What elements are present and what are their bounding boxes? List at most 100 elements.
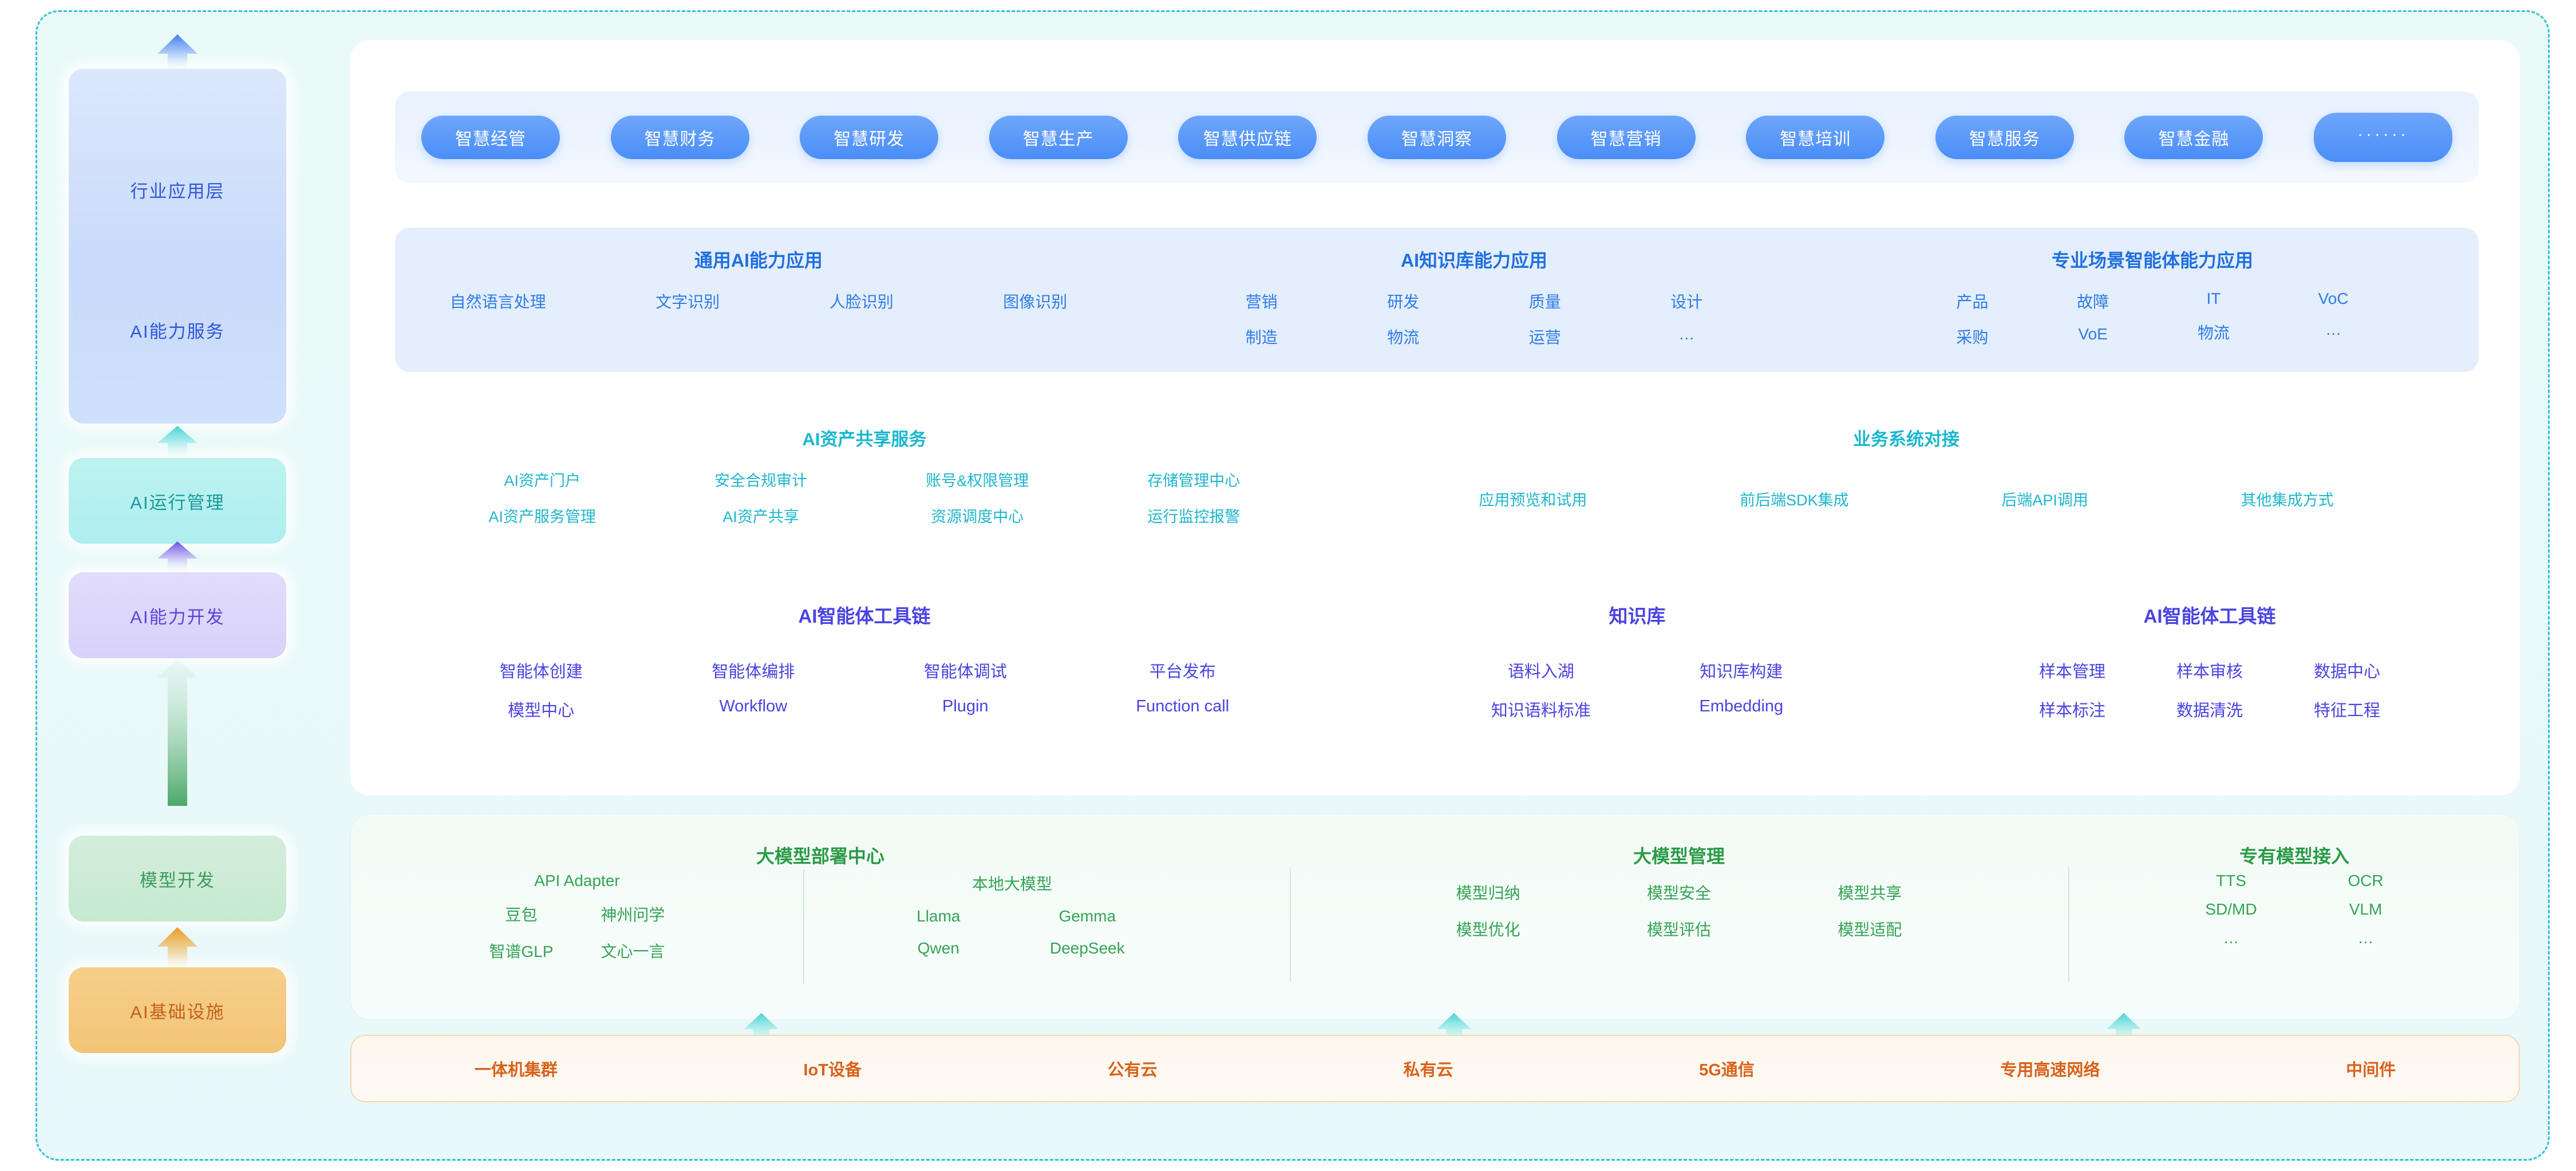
model-item: … bbox=[2357, 929, 2374, 947]
capability-cell[interactable]: 文字识别 bbox=[655, 290, 720, 312]
model-item: 智谱GLP bbox=[489, 943, 554, 960]
business-integration-item: 应用预览和试用 bbox=[1479, 492, 1587, 509]
model-cell[interactable]: Gemma DeepSeek bbox=[1050, 907, 1125, 958]
model-cell[interactable]: 模型归纳 模型优化 bbox=[1456, 881, 1520, 940]
application-pill[interactable]: 智慧培训 bbox=[1746, 116, 1885, 159]
asset-sharing-cell[interactable]: 账号&权限管理 资源调度中心 bbox=[926, 468, 1029, 527]
capability-cell[interactable]: 质量 运营 bbox=[1529, 290, 1561, 348]
model-item: 文心一言 bbox=[600, 943, 665, 960]
capability-group-scenario: 专业场景智能体能力应用 产品 采购 故障 VoE IT 物流 VoC… bbox=[1826, 228, 2479, 372]
toolchain-card: AI智能体工具链 智能体创建 模型中心 智能体编排 Workflow 智能体调试 Pl… bbox=[395, 578, 2479, 778]
business-integration-cell[interactable]: 后端API调用 bbox=[2001, 488, 2088, 510]
toolchain-cell[interactable]: 知识库构建 Embedding bbox=[1699, 658, 1783, 721]
business-integration-cell[interactable]: 其他集成方式 bbox=[2241, 488, 2334, 510]
business-integration-group: 业务系统对接 应用预览和试用 前后端SDK集成 后端API调用 其他集成方式 bbox=[1334, 408, 2479, 552]
infrastructure-item[interactable]: IoT设备 bbox=[803, 1061, 862, 1079]
application-pill[interactable]: 智慧研发 bbox=[800, 116, 939, 159]
capability-group-general: 通用AI能力应用 自然语言处理 文字识别 人脸识别 图像识别 bbox=[395, 228, 1122, 372]
model-item: … bbox=[2223, 929, 2239, 947]
capability-cell[interactable]: VoC… bbox=[2318, 290, 2349, 348]
capability-item: 研发 bbox=[1387, 293, 1420, 311]
application-pill[interactable]: 智慧营销 bbox=[1556, 116, 1696, 159]
model-cell[interactable]: TTS SD/MD… bbox=[2205, 872, 2257, 947]
capability-item: … bbox=[2325, 321, 2342, 338]
asset-sharing-group: AI资产共享服务 AI资产门户 AI资产服务管理 安全合规审计 AI资产共享 账号&… bbox=[395, 408, 1334, 552]
capability-cell[interactable]: 研发 物流 bbox=[1387, 290, 1419, 348]
toolchain-item: 知识语料标准 bbox=[1491, 702, 1591, 720]
application-pill[interactable]: ······ bbox=[2313, 113, 2452, 162]
infrastructure-strip: 一体机集群 IoT设备 公有云 私有云 5G通信 专用高速网络 中间件 bbox=[350, 1035, 2520, 1102]
toolchain-cell[interactable]: 智能体编排 Workflow bbox=[712, 658, 795, 721]
model-proprietary-group: 专有模型接入 TTS SD/MD… OCR VLM… bbox=[2068, 842, 2520, 982]
capability-item: 设计 bbox=[1670, 293, 1703, 311]
infrastructure-item[interactable]: 5G通信 bbox=[1699, 1061, 1755, 1079]
toolchain-cell[interactable]: 语料入湖 知识语料标准 bbox=[1491, 658, 1591, 721]
toolchain-cell[interactable]: 智能体调试 Plugin bbox=[924, 658, 1007, 721]
asset-sharing-cell[interactable]: AI资产门户 AI资产服务管理 bbox=[489, 468, 596, 527]
model-proprietary-title: 专有模型接入 bbox=[2239, 846, 2349, 867]
capability-cell[interactable]: 产品 采购 bbox=[1956, 290, 1988, 348]
asset-sharing-item: AI资产共享 bbox=[722, 508, 799, 525]
asset-sharing-item: 账号&权限管理 bbox=[926, 472, 1029, 489]
application-pill-list: 智慧经管 智慧财务 智慧研发 智慧生产 智慧供应链 智慧洞察 智慧营销 智慧培训 智慧服务 智慧金… bbox=[395, 92, 2479, 183]
model-cell[interactable]: OCR VLM… bbox=[2348, 872, 2383, 947]
model-cell[interactable]: Llama Qwen bbox=[916, 907, 960, 958]
infrastructure-item[interactable]: 专用高速网络 bbox=[2000, 1061, 2100, 1079]
application-pill[interactable]: 智慧洞察 bbox=[1367, 116, 1506, 159]
toolchain-cell[interactable]: 数据中心 特征工程 bbox=[2314, 658, 2380, 721]
toolchain-cell[interactable]: 智能体创建 模型中心 bbox=[500, 658, 583, 721]
capability-cell[interactable]: 营销 制造 bbox=[1246, 290, 1278, 348]
application-pill[interactable]: 智慧生产 bbox=[989, 116, 1128, 159]
application-pill[interactable]: 智慧服务 bbox=[1935, 116, 2074, 159]
model-deploy-api-adapter: API Adapter 豆包 智谱GLP 神州问学 文心一言 bbox=[351, 872, 803, 962]
rail-item-ai-operation-management[interactable]: AI运行管理 bbox=[69, 458, 286, 544]
capability-group-general-title: 通用AI能力应用 bbox=[694, 250, 823, 271]
application-pill[interactable]: 智慧财务 bbox=[610, 116, 749, 159]
infrastructure-item[interactable]: 私有云 bbox=[1403, 1061, 1453, 1079]
toolchain-item: 平台发布 bbox=[1149, 663, 1216, 681]
model-cell[interactable]: 模型安全 模型评估 bbox=[1647, 881, 1711, 940]
toolchain-item: 特征工程 bbox=[2313, 702, 2380, 720]
toolchain-cell[interactable]: 样本管理 样本标注 bbox=[2039, 658, 2105, 721]
model-item: 模型优化 bbox=[1456, 921, 1520, 939]
rail-item-industry-application[interactable]: 行业应用层 AI能力服务 bbox=[69, 69, 286, 424]
rail-label-ai-capability-service: AI能力服务 bbox=[130, 322, 225, 342]
model-cell[interactable]: 神州问学 文心一言 bbox=[600, 903, 665, 962]
capability-cell[interactable]: 图像识别 bbox=[1003, 290, 1067, 312]
infrastructure-item[interactable]: 一体机集群 bbox=[474, 1061, 558, 1079]
asset-sharing-title: AI资产共享服务 bbox=[802, 429, 927, 449]
application-pill[interactable]: 智慧供应链 bbox=[1178, 116, 1317, 159]
rail-item-model-development[interactable]: 模型开发 bbox=[69, 836, 286, 921]
infrastructure-item[interactable]: 中间件 bbox=[2346, 1061, 2396, 1079]
capability-cell[interactable]: IT 物流 bbox=[2198, 290, 2230, 348]
business-integration-cell[interactable]: 应用预览和试用 bbox=[1479, 488, 1587, 510]
rail-label-ai-infrastructure: AI基础设施 bbox=[130, 1002, 225, 1022]
model-cell[interactable]: 模型共享 模型适配 bbox=[1838, 881, 1902, 940]
capability-band: 通用AI能力应用 自然语言处理 文字识别 人脸识别 图像识别 AI知识库能力应用… bbox=[395, 228, 2479, 372]
capability-cell[interactable]: 设计… bbox=[1670, 290, 1702, 348]
rail-item-ai-capability-development[interactable]: AI能力开发 bbox=[69, 572, 286, 658]
application-pill[interactable]: 智慧经管 bbox=[421, 116, 560, 159]
asset-sharing-cell[interactable]: 安全合规审计 AI资产共享 bbox=[714, 468, 807, 527]
capability-cell[interactable]: 人脸识别 bbox=[829, 290, 894, 312]
model-proprietary-items: TTS SD/MD… OCR VLM… bbox=[2068, 872, 2520, 947]
application-pill[interactable]: 智慧金融 bbox=[2124, 116, 2263, 159]
model-item: 模型安全 bbox=[1646, 884, 1711, 902]
rail-label-industry-application: 行业应用层 bbox=[130, 181, 225, 201]
infra-connector-arrow-1 bbox=[744, 1013, 779, 1045]
model-deploy-subgroups: API Adapter 豆包 智谱GLP 神州问学 文心一言 本地大模型 Llama… bbox=[351, 869, 1290, 984]
model-item: VLM bbox=[2349, 900, 2383, 918]
toolchain-cell[interactable]: 平台发布 Function call bbox=[1136, 658, 1229, 721]
model-cell[interactable]: 豆包 智谱GLP bbox=[489, 903, 553, 962]
infra-connector-arrow-2 bbox=[1437, 1013, 1471, 1045]
rail-item-ai-infrastructure[interactable]: AI基础设施 bbox=[69, 967, 286, 1053]
capability-cell[interactable]: 故障 VoE bbox=[2077, 290, 2109, 348]
business-integration-cell[interactable]: 前后端SDK集成 bbox=[1740, 488, 1849, 510]
model-manage-title: 大模型管理 bbox=[1633, 846, 1725, 867]
asset-sharing-cell[interactable]: 存储管理中心 运行监控报警 bbox=[1147, 468, 1240, 527]
toolchain-cell[interactable]: 样本审核 数据清洗 bbox=[2176, 658, 2243, 721]
toolchain-item: 智能体调试 bbox=[923, 663, 1007, 681]
capability-group-general-items: 自然语言处理 文字识别 人脸识别 图像识别 bbox=[395, 290, 1122, 312]
capability-cell[interactable]: 自然语言处理 bbox=[450, 290, 546, 312]
infrastructure-item[interactable]: 公有云 bbox=[1107, 1061, 1157, 1079]
